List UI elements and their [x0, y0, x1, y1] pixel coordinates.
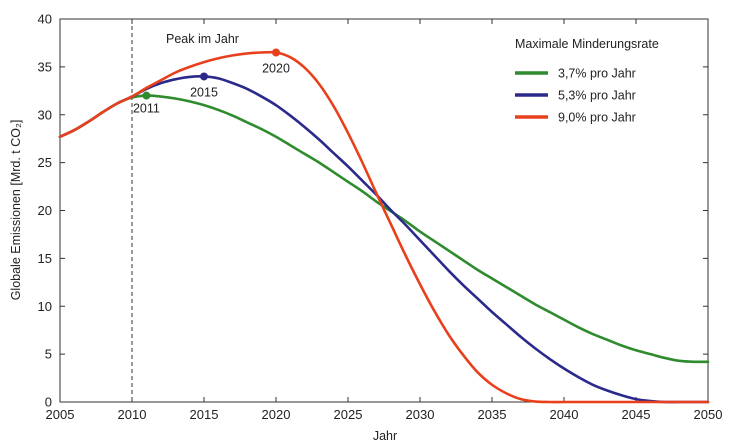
y-tick-label: 30 [38, 107, 52, 122]
x-tick-label: 2040 [550, 407, 579, 422]
peak-marker-2015 [200, 72, 208, 81]
legend-entry-label: 3,7% pro Jahr [558, 67, 636, 81]
series-line-1 [58, 94, 710, 364]
y-axis-label: Globale Emissionen [Mrd. t CO₂] [9, 120, 23, 301]
x-tick-label: 2005 [46, 407, 75, 422]
legend-title: Maximale Minderungsrate [515, 37, 659, 51]
peak-markers: 2011 2015 2020 [133, 48, 290, 116]
peak-year-label: 2011 [133, 102, 160, 116]
series-layer [58, 50, 710, 404]
y-tick-label: 20 [38, 203, 52, 218]
legend-entry-label: 5,3% pro Jahr [558, 89, 636, 103]
x-axis-label: Jahr [373, 429, 397, 443]
x-tick-label: 2010 [118, 407, 147, 422]
y-tick-label: 40 [38, 12, 52, 27]
x-tick-label: 2020 [262, 407, 291, 422]
peak-annotation-label: Peak im Jahr [166, 32, 239, 46]
x-tick-label: 2015 [190, 407, 219, 422]
y-tick-label: 0 [45, 395, 52, 410]
peak-marker-2011 [142, 91, 151, 100]
y-tick-label: 10 [38, 299, 52, 314]
x-tick-label: 2045 [622, 407, 651, 422]
legend-entry-label: 9,0% pro Jahr [558, 111, 636, 125]
plot-area: 2005 2010 2015 2020 2025 2030 2035 2040 2045 2050… [38, 12, 723, 423]
x-tick-label: 2025 [334, 407, 363, 422]
x-tick-label: 2050 [694, 407, 723, 422]
y-tick-label: 5 [45, 347, 52, 362]
y-tick-label: 35 [38, 59, 52, 74]
peak-year-label: 2020 [262, 62, 290, 76]
y-tick-label: 15 [38, 251, 52, 266]
peak-year-label: 2015 [190, 85, 218, 99]
x-tick-label: 2030 [406, 407, 435, 422]
x-tick-label: 2035 [478, 407, 507, 422]
series-line-3 [58, 50, 710, 404]
series-line-2 [58, 75, 710, 404]
peak-marker-2020 [272, 48, 280, 57]
legend: Maximale Minderungsrate 3,7% pro Jahr 5,3… [515, 37, 659, 125]
y-tick-label: 25 [38, 155, 52, 170]
